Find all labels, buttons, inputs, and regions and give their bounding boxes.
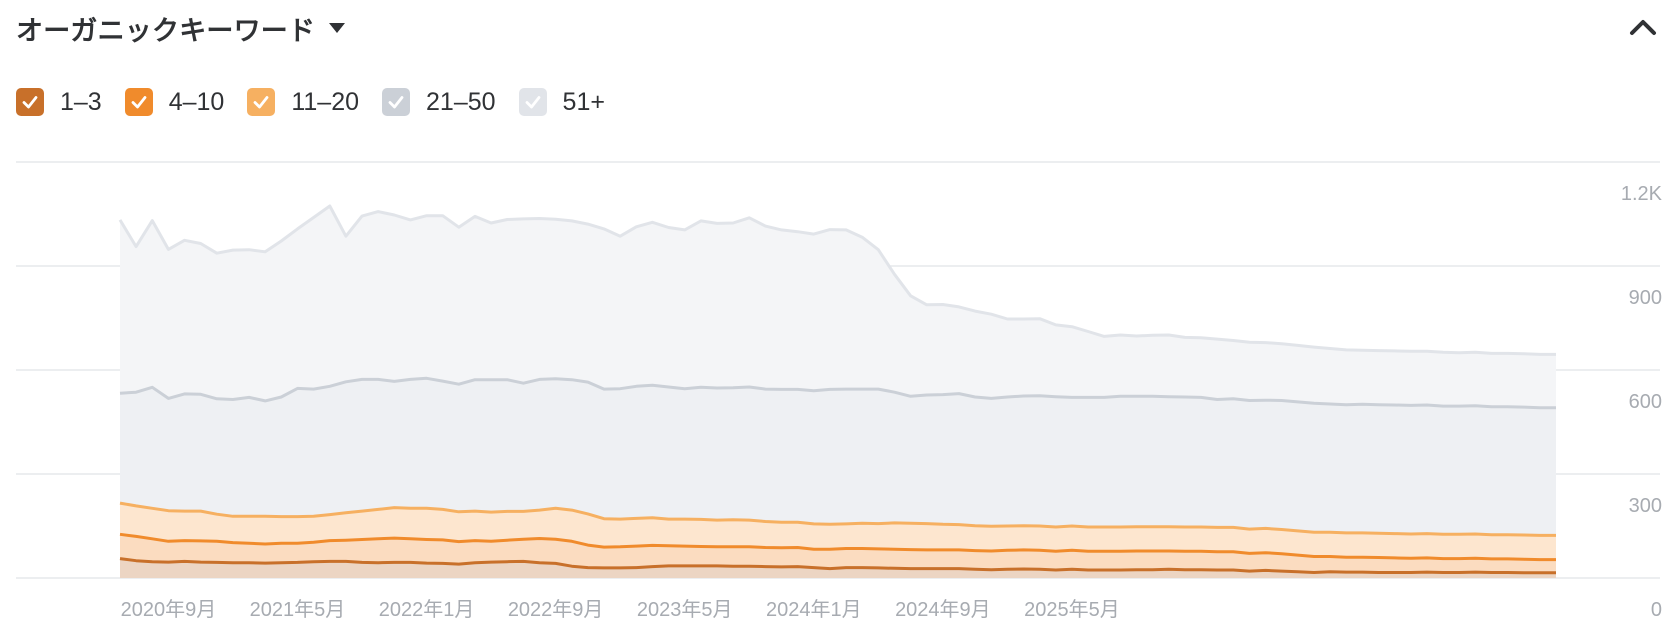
series-line-2 (119, 501, 1556, 537)
series-area-2 (120, 503, 1556, 560)
y-tick-label: 600 (1629, 391, 1662, 413)
legend-item-51-plus[interactable]: 51+ (518, 87, 605, 117)
legend-label: 4–10 (168, 87, 225, 116)
check-icon (131, 96, 147, 109)
legend-item-4-10[interactable]: 4–10 (124, 87, 225, 117)
x-tick-label: 2021年5月 (250, 598, 346, 621)
header: オーガニックキーワード (16, 8, 346, 48)
check-icon (388, 96, 404, 109)
legend-label: 51+ (562, 87, 605, 116)
checkbox-21-50[interactable] (382, 88, 411, 116)
organic-keywords-chart: 0 300 600 900 1.2K 2020年9月 2021年5月 2022年1月 2022年… (16, 161, 1663, 621)
legend-label: 1–3 (60, 87, 102, 116)
series-area-4 (120, 206, 1556, 408)
series-area-1 (120, 534, 1556, 573)
chevron-up-icon (1630, 20, 1656, 35)
x-tick-label: 2024年1月 (766, 598, 862, 621)
check-icon (22, 96, 38, 109)
collapse-button[interactable] (1628, 14, 1658, 40)
y-tick-label: 900 (1629, 287, 1662, 309)
x-tick-label: 2020年9月 (121, 598, 217, 621)
y-tick-label: 300 (1629, 495, 1662, 517)
legend: 1–3 4–10 11–20 21–50 51+ (16, 83, 628, 121)
checkbox-51-plus[interactable] (518, 88, 547, 116)
series-line-4 (118, 204, 1556, 356)
check-icon (253, 96, 269, 109)
page-title: オーガニックキーワード (16, 15, 316, 47)
legend-item-1-3[interactable]: 1–3 (16, 88, 102, 117)
series-line-3 (119, 376, 1556, 410)
y-tick-label: 1.2K (1621, 183, 1663, 205)
checkbox-1-3[interactable] (16, 88, 44, 116)
series-area-3 (120, 378, 1556, 536)
x-tick-label: 2022年9月 (508, 598, 604, 621)
x-tick-label: 2023年5月 (637, 598, 733, 621)
legend-label: 21–50 (426, 87, 496, 116)
checkbox-4-10[interactable] (124, 88, 153, 116)
legend-item-21-50[interactable]: 21–50 (382, 88, 496, 117)
x-tick-label: 2025年5月 (1024, 598, 1120, 621)
x-tick-label: 2022年1月 (379, 598, 475, 621)
series-line-1 (119, 532, 1556, 562)
checkbox-11-20[interactable] (247, 88, 276, 116)
dropdown-caret-icon[interactable] (329, 23, 346, 33)
legend-label: 11–20 (291, 87, 360, 116)
x-tick-label: 2024年9月 (895, 598, 991, 621)
legend-item-11-20[interactable]: 11–20 (247, 88, 359, 117)
check-icon (525, 96, 540, 109)
series-line-0 (119, 557, 1556, 575)
y-tick-label: 0 (1651, 599, 1662, 621)
